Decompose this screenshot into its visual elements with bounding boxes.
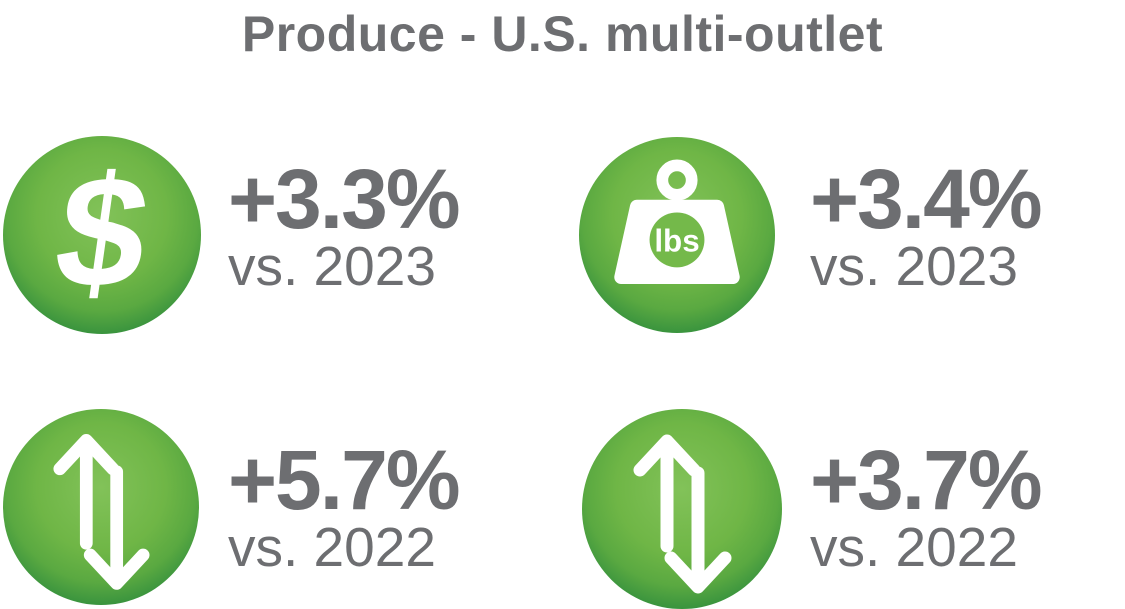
stat-pounds-2023: +3.4% vs. 2023 [810, 152, 1043, 298]
weight-lbs-icon: lbs [614, 159, 740, 284]
stat-comparison: vs. 2022 [810, 516, 1018, 579]
arrows-circle-badge-right [582, 409, 782, 609]
lbs-label: lbs [654, 224, 699, 259]
stat-comparison: vs. 2023 [228, 235, 436, 298]
stat-pounds-2022: +3.7% vs. 2022 [810, 433, 1043, 579]
up-down-arrows-strokes [53, 433, 150, 590]
dollar-sign-icon: $ [46, 143, 159, 320]
stat-value: +3.3% [228, 152, 461, 246]
arrows-circle-badge-left [3, 409, 199, 605]
stat-value: +3.4% [810, 152, 1043, 246]
lbs-badge-circle [649, 212, 705, 268]
stat-dollar-2023: +3.3% vs. 2023 [228, 152, 461, 298]
weight-handle-ring [656, 159, 698, 201]
stat-dollar-2022: +5.7% vs. 2022 [228, 433, 461, 579]
dollar-circle-badge: $ [3, 136, 201, 334]
pounds-circle-badge: lbs [579, 137, 775, 333]
stat-comparison: vs. 2022 [228, 516, 436, 579]
stat-value: +3.7% [810, 433, 1043, 527]
stat-value: +5.7% [228, 433, 461, 527]
stat-comparison: vs. 2023 [810, 235, 1018, 298]
up-down-arrows-icon [53, 433, 150, 590]
page-title: Produce - U.S. multi-outlet [241, 6, 884, 62]
dollar-glyph: $ [46, 143, 159, 320]
up-down-arrows-strokes [633, 434, 732, 594]
up-down-arrows-icon [633, 434, 732, 594]
